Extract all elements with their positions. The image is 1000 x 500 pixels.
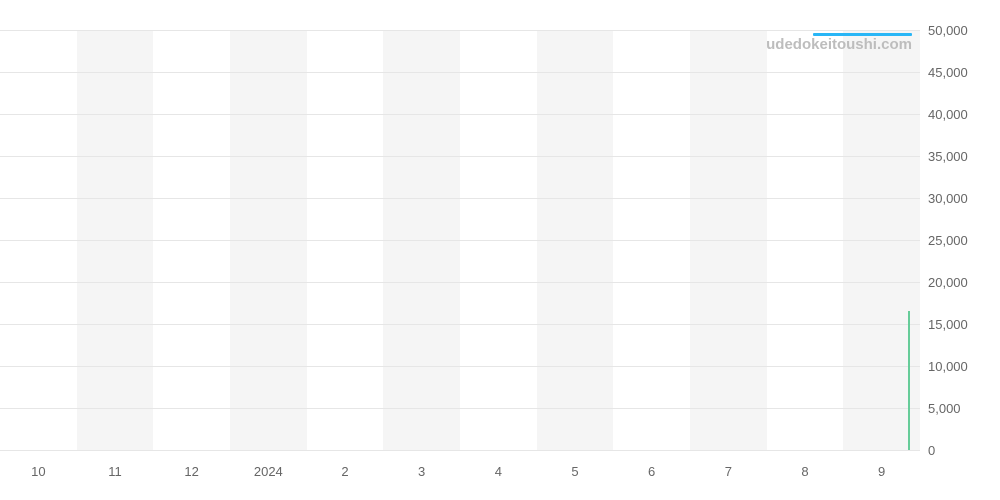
gridline	[0, 408, 920, 409]
y-tick-label: 45,000	[928, 65, 968, 80]
x-tick-label: 4	[495, 464, 502, 479]
price-chart: 0 5,000 10,000 15,000 20,000 25,000 30,000 35,0…	[0, 0, 1000, 500]
volume-bar	[908, 311, 910, 450]
gridline	[0, 72, 920, 73]
x-tick-label: 9	[878, 464, 885, 479]
gridline	[0, 198, 920, 199]
y-tick-label: 30,000	[928, 191, 968, 206]
x-tick-label: 12	[184, 464, 198, 479]
x-tick-label: 7	[725, 464, 732, 479]
x-tick-label: 10	[31, 464, 45, 479]
gridline	[0, 366, 920, 367]
watermark: udedokeitoushi.com	[766, 36, 912, 53]
x-tick-label: 6	[648, 464, 655, 479]
x-tick-label: 2	[341, 464, 348, 479]
y-tick-label: 50,000	[928, 23, 968, 38]
x-tick-label: 8	[801, 464, 808, 479]
x-tick-label: 11	[108, 464, 122, 479]
y-tick-label: 40,000	[928, 107, 968, 122]
x-tick-label: 3	[418, 464, 425, 479]
gridline	[0, 30, 920, 31]
x-tick-label: 2024	[254, 464, 283, 479]
gridline	[0, 282, 920, 283]
x-tick-label: 5	[571, 464, 578, 479]
gridline	[0, 240, 920, 241]
gridline	[0, 324, 920, 325]
x-axis-line	[0, 450, 920, 451]
y-tick-label: 0	[928, 443, 935, 458]
y-tick-label: 35,000	[928, 149, 968, 164]
y-tick-label: 5,000	[928, 401, 961, 416]
y-tick-label: 20,000	[928, 275, 968, 290]
gridline	[0, 156, 920, 157]
y-tick-label: 15,000	[928, 317, 968, 332]
plot-area	[0, 30, 920, 450]
y-tick-label: 10,000	[928, 359, 968, 374]
gridline	[0, 114, 920, 115]
y-tick-label: 25,000	[928, 233, 968, 248]
